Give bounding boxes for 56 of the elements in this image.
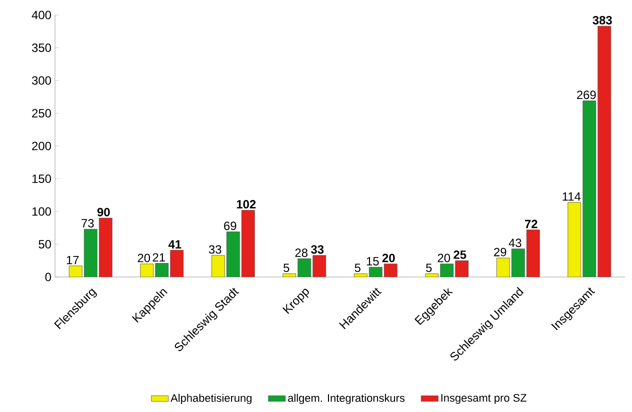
bar [241,210,255,277]
legend-label: allgem. Integrationskurs [288,394,405,404]
bar [440,264,454,277]
data-label: 33 [208,245,222,254]
data-label: 5 [284,264,290,272]
y-tick-label: 250 [32,109,52,118]
data-label: 5 [354,264,360,272]
bar [511,248,525,277]
data-label: 72 [524,220,538,228]
bar [598,26,612,277]
y-tick-label: 200 [32,142,52,150]
data-label: 20 [438,254,450,262]
bar [312,255,326,277]
bar [155,263,168,277]
bar [496,258,510,277]
data-label: 5 [426,264,432,272]
bar [568,202,582,277]
y-tick-label: 350 [32,44,52,52]
legend-label: Insgesamt pro SZ [441,394,526,404]
data-label: 383 [592,16,612,24]
data-label: 25 [454,250,466,259]
y-tick-label: 150 [32,174,52,183]
y-tick-label: 0 [45,272,52,282]
data-label: 102 [236,200,256,208]
y-tick-label: 300 [32,76,52,85]
data-label: 33 [311,245,324,254]
y-tick-label: 400 [32,10,52,20]
bar [582,100,596,277]
y-tick-label: 50 [38,240,52,248]
bar [84,228,98,277]
data-label: 269 [576,90,596,100]
bar [298,258,312,277]
bar [226,232,240,277]
data-label: 73 [82,219,94,228]
bar [211,255,225,277]
y-tick-label: 100 [32,207,52,216]
bar [526,230,540,277]
bar [69,266,82,277]
data-label: 43 [508,238,522,248]
data-label: 20 [382,254,395,262]
bar [140,264,154,277]
data-label: 29 [494,248,506,256]
data-label: 69 [224,222,236,230]
bar [384,264,398,277]
legend-label: Alphabetisierung [170,394,252,404]
data-label: 28 [295,248,308,257]
bar [170,250,184,277]
data-label: 114 [562,192,581,201]
data-label: 21 [152,253,165,262]
data-label: 41 [168,240,182,248]
data-label: 15 [366,257,379,266]
data-label: 90 [97,208,110,216]
bar [98,218,112,277]
data-label: 17 [66,256,79,264]
data-label: 20 [138,254,150,262]
bar [455,260,469,277]
